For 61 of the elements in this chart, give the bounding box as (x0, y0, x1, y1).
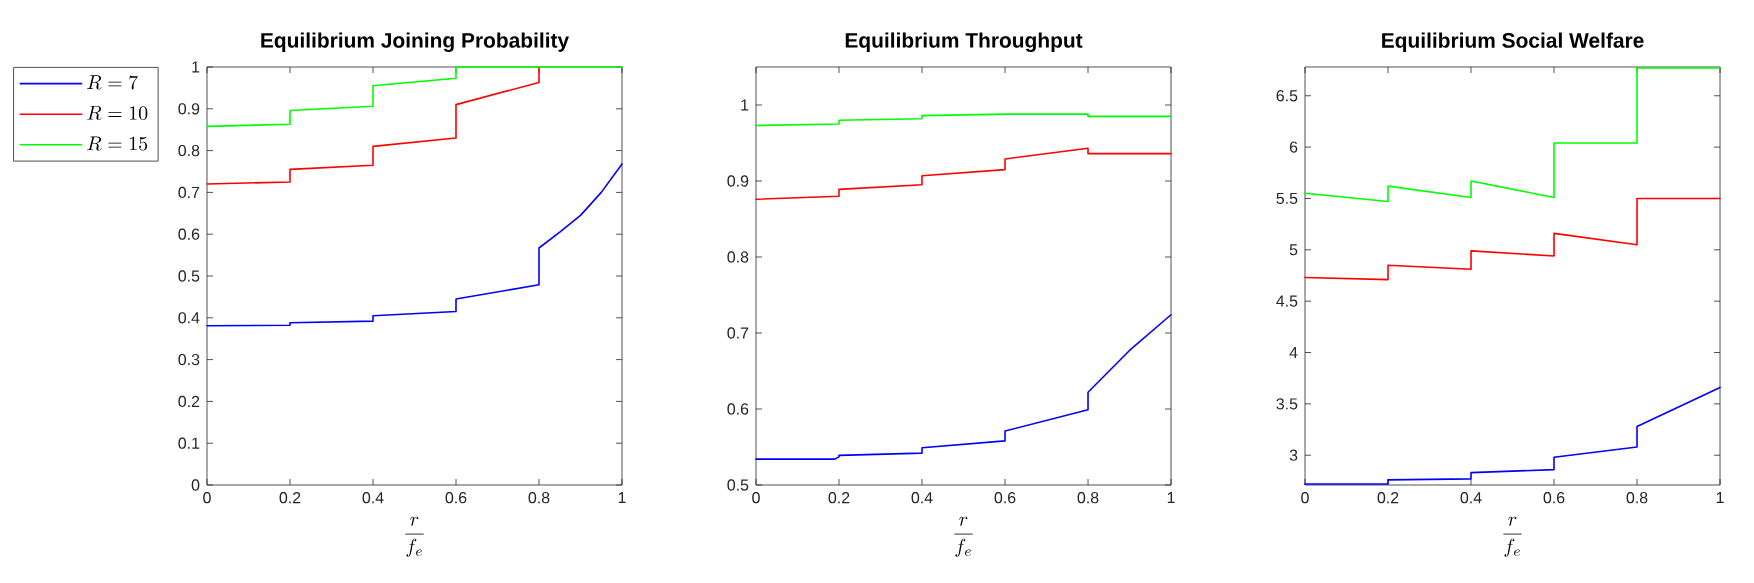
x-tick-label: 0 (1301, 492, 1309, 504)
y-tick-label: 3 (1289, 449, 1298, 461)
y-tick-label: 6.5 (1276, 90, 1298, 102)
x-tick-label: 1 (1716, 492, 1724, 504)
x-tick-label: 0 (203, 492, 211, 504)
y-tick-label: 0.8 (727, 251, 749, 263)
y-tick-label: 1 (741, 99, 749, 111)
x-tick-label: 0.6 (445, 492, 467, 504)
y-tick-label: 0.7 (178, 186, 200, 199)
y-tick-label: 3.5 (1276, 398, 1298, 410)
y-tick-label: 0 (191, 479, 200, 491)
line-series (755, 313, 1172, 460)
x-axis-title: $\frac{r}{f_e}$ (1503, 516, 1522, 557)
x-tick-label: 0.2 (828, 492, 850, 504)
line-series (1304, 67, 1721, 203)
line-series (755, 113, 1172, 127)
y-tick-label: 0.7 (727, 327, 749, 339)
x-tick-label: 1 (1167, 492, 1175, 504)
y-tick-label: 5 (1289, 244, 1298, 256)
y-tick-label: 4 (1289, 347, 1298, 358)
legend-label: $R = 10$ (87, 105, 148, 120)
y-tick-label: 1 (192, 61, 200, 73)
line-series (206, 163, 623, 327)
y-tick-label: 0.3 (178, 353, 200, 366)
line-series (755, 147, 1172, 201)
x-tick-label: 0 (752, 492, 760, 504)
line-series (1304, 386, 1721, 485)
chart-title: Equilibrium Joining Probability (261, 32, 569, 53)
line-series (206, 66, 623, 128)
y-tick-label: 0.9 (178, 103, 200, 115)
y-tick-label: 0.5 (727, 479, 749, 491)
line-series (206, 66, 540, 185)
x-tick-label: 0.2 (279, 492, 301, 504)
line-series (1304, 197, 1721, 281)
x-tick-label: 0.8 (1077, 492, 1099, 504)
y-tick-label: 0.8 (178, 144, 200, 157)
y-tick-label: 0.4 (178, 312, 200, 324)
y-tick-label: 0.6 (178, 228, 200, 240)
x-tick-label: 0.8 (528, 492, 550, 504)
y-tick-label: 0.6 (727, 403, 749, 415)
y-tick-label: 5.5 (1276, 192, 1298, 205)
x-tick-label: 0.6 (1543, 492, 1565, 504)
x-axis-title: $\frac{r}{f_e}$ (954, 516, 973, 557)
legend-label: $R = 15$ (87, 136, 148, 151)
legend-label: $R = 7$ (87, 75, 138, 90)
y-tick-label: 6 (1289, 141, 1298, 153)
x-axis-title: $\frac{r}{f_e}$ (405, 516, 424, 557)
x-tick-label: 0.4 (911, 492, 933, 504)
y-tick-label: 0.1 (178, 437, 200, 449)
x-tick-label: 0.2 (1377, 492, 1399, 504)
x-tick-label: 0.4 (362, 492, 384, 504)
x-tick-label: 0.6 (994, 492, 1016, 504)
x-tick-label: 1 (618, 492, 626, 504)
y-tick-label: 4.5 (1276, 295, 1298, 307)
x-tick-label: 0.4 (1460, 492, 1482, 504)
chart-title: Equilibrium Social Welfare (1382, 32, 1644, 52)
y-tick-label: 0.5 (178, 270, 200, 282)
x-tick-label: 0.8 (1626, 492, 1648, 504)
chart-title: Equilibrium Throughput (845, 32, 1083, 53)
y-tick-label: 0.2 (178, 395, 200, 408)
y-tick-label: 0.9 (727, 175, 749, 187)
